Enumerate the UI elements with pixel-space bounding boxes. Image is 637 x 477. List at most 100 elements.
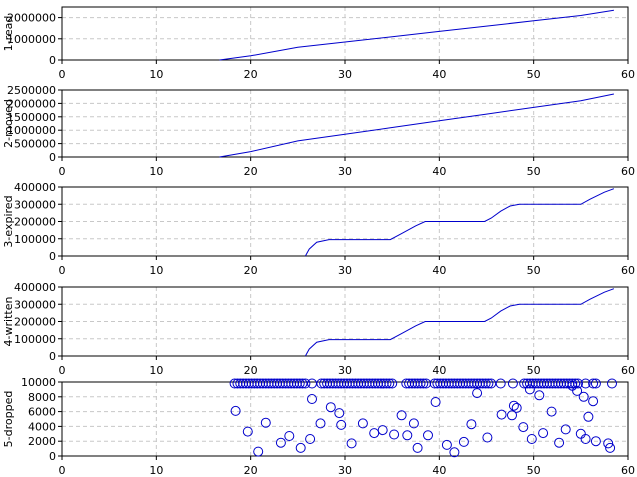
x-tick-label: 60 [621, 364, 635, 377]
scatter-point [570, 378, 581, 389]
x-tick-label: 10 [149, 68, 163, 81]
series-line [219, 9, 614, 61]
scatter-point [482, 432, 493, 443]
scatter-point [588, 396, 599, 407]
y-tick-label: 200000 [14, 216, 56, 229]
scatter-point [387, 378, 398, 389]
scatter-point [377, 425, 388, 436]
scatter-point [495, 378, 506, 389]
scatter-point [452, 378, 463, 389]
scatter-point [402, 430, 413, 441]
scatter-point [307, 394, 317, 404]
scatter-point [580, 378, 591, 389]
x-tick-label: 60 [621, 464, 635, 477]
scatter-point [603, 438, 614, 449]
y-tick-label: 400000 [14, 281, 56, 294]
y-tick-label: 8000 [28, 391, 56, 404]
y-tick-label: 1000000 [7, 33, 56, 46]
scatter-point [418, 378, 429, 389]
scatter-point [315, 418, 326, 429]
scatter-point [384, 378, 395, 389]
y-tick-label: 0 [49, 450, 56, 463]
scatter-point [242, 426, 253, 437]
y-tick-label: 100000 [14, 333, 56, 346]
scatter-point [607, 378, 617, 389]
y-tick-label: 0 [49, 54, 56, 67]
x-tick-label: 60 [621, 165, 635, 178]
y-tick-label: 0 [49, 350, 56, 363]
x-tick-label: 0 [59, 165, 66, 178]
y-axis-label: 3-expired [2, 195, 15, 247]
scatter-point [472, 388, 483, 399]
scatter-point [546, 406, 557, 417]
plot-frame [61, 6, 629, 61]
x-tick-label: 10 [149, 364, 163, 377]
y-tick-label: 4000 [28, 420, 56, 433]
y-tick-label: 2000 [28, 435, 56, 448]
scatter-point [275, 437, 286, 448]
x-tick-label: 50 [527, 264, 541, 277]
panel-3: 0 10 20 30 40 50 60 0 100000 200000 300000 4000003-… [2, 181, 635, 277]
scatter-point [307, 378, 317, 389]
x-tick-label: 20 [244, 464, 258, 477]
scatter-point [511, 402, 522, 413]
x-tick-label: 50 [527, 464, 541, 477]
scatter-point [357, 418, 368, 429]
scatter-point [507, 410, 517, 421]
scatter-point [588, 378, 599, 389]
scatter-point [295, 442, 306, 453]
x-tick-label: 40 [432, 264, 446, 277]
scatter-point [305, 434, 316, 444]
scatter-point [334, 408, 345, 419]
x-tick-label: 20 [244, 68, 258, 81]
scatter-point [269, 378, 280, 389]
y-tick-label: 200000 [14, 316, 56, 329]
x-tick-label: 0 [59, 264, 66, 277]
scatter-point [300, 378, 311, 389]
y-axis-label: 4-written [2, 297, 15, 347]
y-tick-label: 300000 [14, 198, 56, 211]
x-tick-label: 30 [338, 364, 352, 377]
x-tick-label: 60 [621, 68, 635, 81]
scatter-point [524, 384, 535, 395]
scatter-point [572, 385, 583, 396]
scatter-point [458, 436, 469, 447]
scatter-point [423, 430, 433, 441]
scatter-point [243, 378, 254, 389]
scatter-point [325, 402, 336, 413]
y-tick-label: 0 [49, 151, 56, 164]
scatter-point [294, 378, 305, 389]
scatter-point [507, 378, 518, 389]
x-tick-label: 0 [59, 464, 66, 477]
scatter-point [369, 428, 380, 439]
plot-frame [61, 186, 629, 257]
scatter-point [284, 431, 295, 441]
scatter-point [560, 424, 571, 435]
scatter-point [339, 378, 350, 389]
x-tick-label: 40 [432, 364, 446, 377]
scatter-point [583, 411, 594, 422]
series-line [304, 288, 615, 357]
y-tick-label: 2000000 [7, 97, 56, 110]
x-tick-label: 40 [432, 165, 446, 178]
scatter-point [441, 439, 452, 450]
scatter-point [496, 409, 507, 420]
y-tick-label: 500000 [14, 138, 56, 151]
scatter-point [260, 417, 271, 428]
x-tick-label: 30 [338, 464, 352, 477]
scatter-point [580, 434, 591, 444]
scatter-point [554, 437, 565, 448]
scatter-point [430, 397, 441, 407]
y-axis-label: 2-moved [2, 99, 15, 148]
y-tick-label: 6000 [28, 406, 56, 419]
x-tick-label: 50 [527, 68, 541, 81]
scatter-point [466, 419, 477, 430]
scatter-point [605, 442, 616, 453]
x-tick-label: 30 [338, 165, 352, 178]
scatter-point [412, 442, 423, 453]
panel-4: 0 10 20 30 40 50 60 0 100000 200000 300000 400000 4-… [2, 281, 635, 377]
y-axis-label: 5-dropped [2, 391, 15, 448]
scatter-point [449, 447, 460, 458]
